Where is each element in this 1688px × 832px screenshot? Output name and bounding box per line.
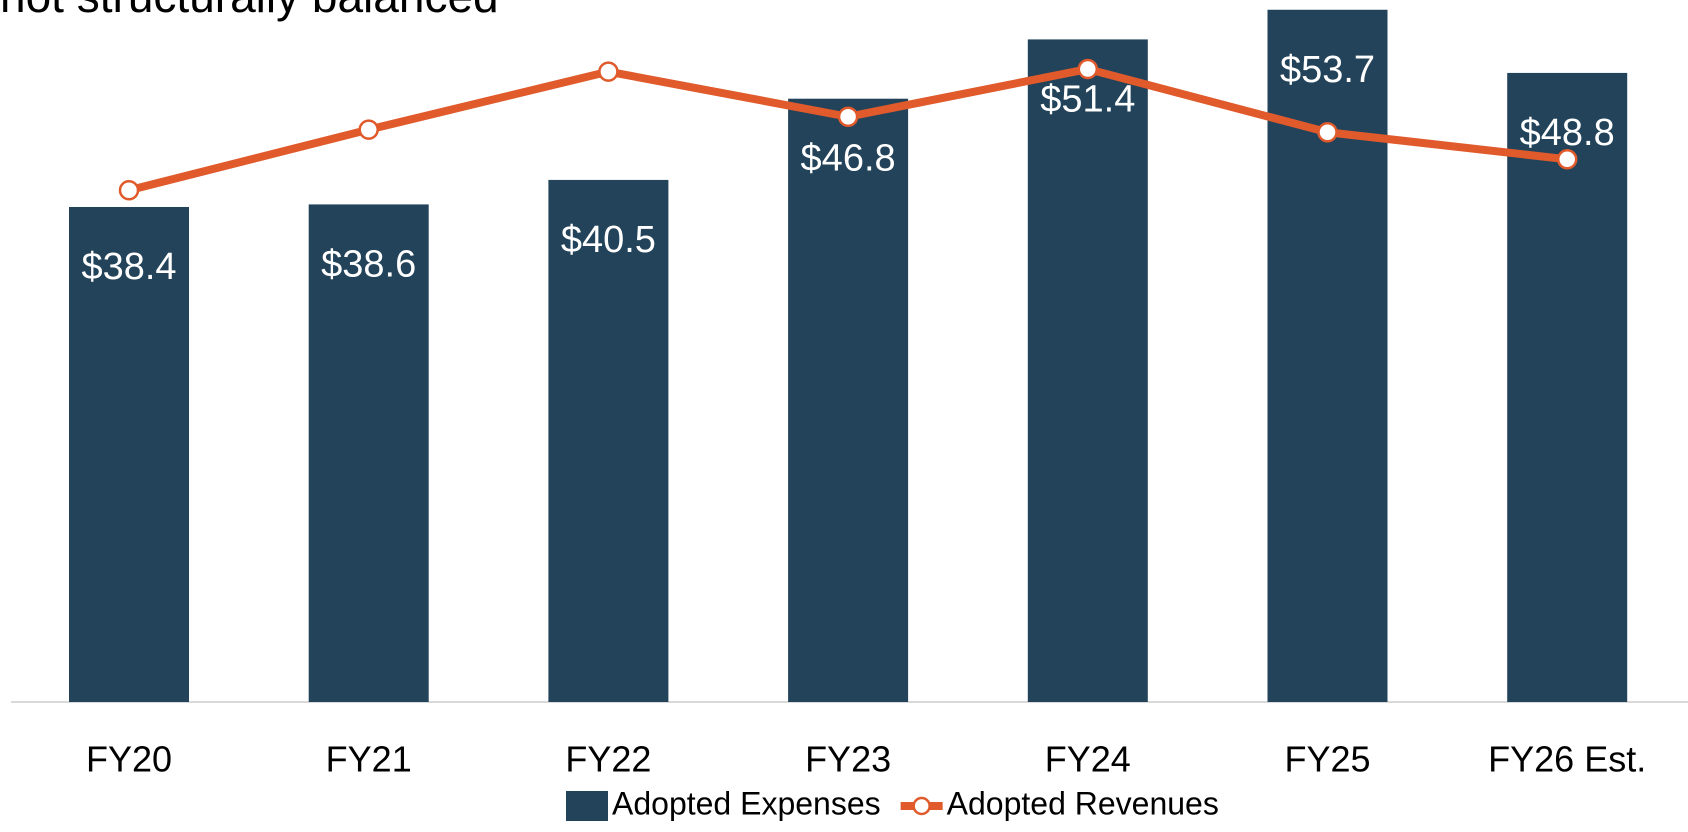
marker — [1317, 121, 1338, 143]
bar — [1267, 9, 1388, 703]
x-tick-label: FY23 — [805, 739, 891, 780]
x-tick-label: FY20 — [86, 739, 172, 780]
legend-swatch — [912, 796, 931, 816]
legend-label: Adopted Revenues — [947, 785, 1219, 821]
bar — [308, 204, 429, 703]
marker — [118, 179, 140, 201]
marker — [358, 119, 379, 140]
x-tick-label: FY22 — [565, 739, 651, 780]
bar — [788, 98, 909, 703]
data-label: $53.7 — [1280, 49, 1375, 91]
legend-label: Adopted Expenses — [612, 785, 881, 821]
data-label: $40.5 — [561, 219, 656, 261]
bar — [1027, 39, 1148, 702]
data-label: $48.8 — [1520, 112, 1615, 154]
marker — [598, 61, 619, 82]
bar — [548, 179, 669, 702]
x-tick-label: FY24 — [1045, 739, 1131, 780]
data-label: $38.6 — [321, 243, 416, 285]
legend-swatch — [566, 791, 608, 821]
bar — [69, 206, 189, 703]
x-tick-label: FY25 — [1284, 739, 1370, 780]
x-tick-label: FY21 — [326, 739, 412, 780]
marker — [1077, 58, 1099, 80]
bar — [1507, 72, 1628, 702]
data-label: $51.4 — [1040, 78, 1135, 120]
data-label: $46.8 — [801, 138, 896, 180]
chart-title: not structurally balanced — [0, 0, 499, 22]
x-tick-label: FY26 Est. — [1488, 739, 1646, 780]
marker — [1556, 149, 1578, 170]
marker — [837, 106, 859, 128]
data-label: $38.4 — [81, 246, 176, 288]
